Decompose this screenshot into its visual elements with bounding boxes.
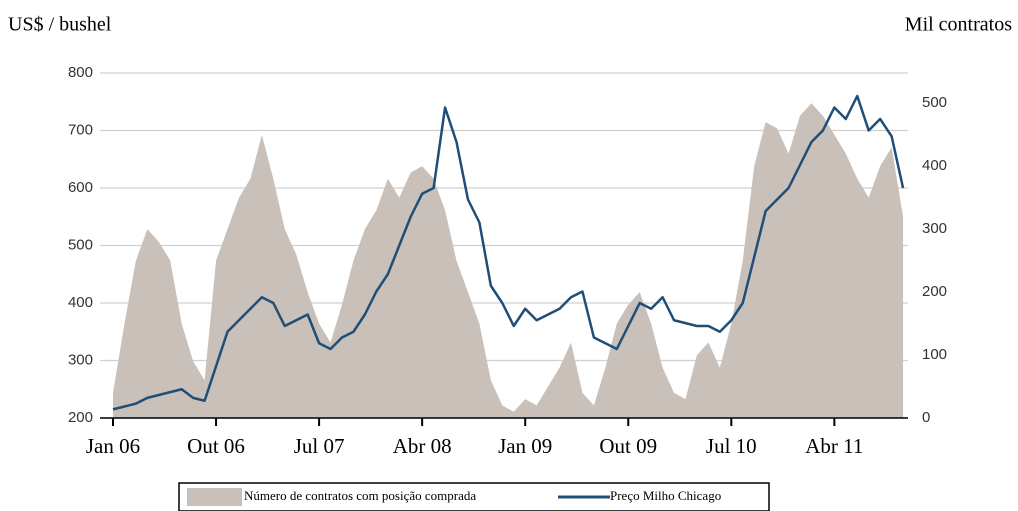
x-tick-label: Out 06 xyxy=(187,434,245,458)
x-tick-label: Abr 08 xyxy=(393,434,452,458)
y2-tick-label: 300 xyxy=(922,220,947,237)
x-tick-label: Jul 07 xyxy=(294,434,345,458)
y2-tick-label: 0 xyxy=(922,409,930,426)
y2-tick-label: 100 xyxy=(922,346,947,363)
y-tick-label: 400 xyxy=(68,294,93,311)
x-tick-label: Jul 10 xyxy=(706,434,757,458)
area xyxy=(113,103,904,418)
y2-tick-label: 500 xyxy=(922,94,947,111)
y2-axis-title: Mil contratos xyxy=(905,14,1012,36)
legend-label: Preço Milho Chicago xyxy=(610,488,721,503)
legend-swatch xyxy=(187,488,242,506)
y-tick-label: 500 xyxy=(68,236,93,253)
legend-box xyxy=(178,482,770,511)
x-tick-label: Jan 06 xyxy=(86,434,140,458)
line xyxy=(112,94,905,411)
y2-tick-label: 400 xyxy=(922,157,947,174)
x-tick-label: Jan 09 xyxy=(498,434,552,458)
y-tick-label: 700 xyxy=(68,121,93,138)
x-tick-label: Out 09 xyxy=(599,434,657,458)
y-tick-label: 300 xyxy=(68,351,93,368)
y2-tick-label: 200 xyxy=(922,283,947,300)
y-tick-label: 800 xyxy=(68,64,93,81)
y-tick-label: 200 xyxy=(68,409,93,426)
x-tick-label: Abr 11 xyxy=(805,434,863,458)
legend-label: Número de contratos com posição comprada xyxy=(244,488,476,503)
y-tick-label: 600 xyxy=(68,179,93,196)
y-axis-title: US$ / bushel xyxy=(8,14,112,36)
